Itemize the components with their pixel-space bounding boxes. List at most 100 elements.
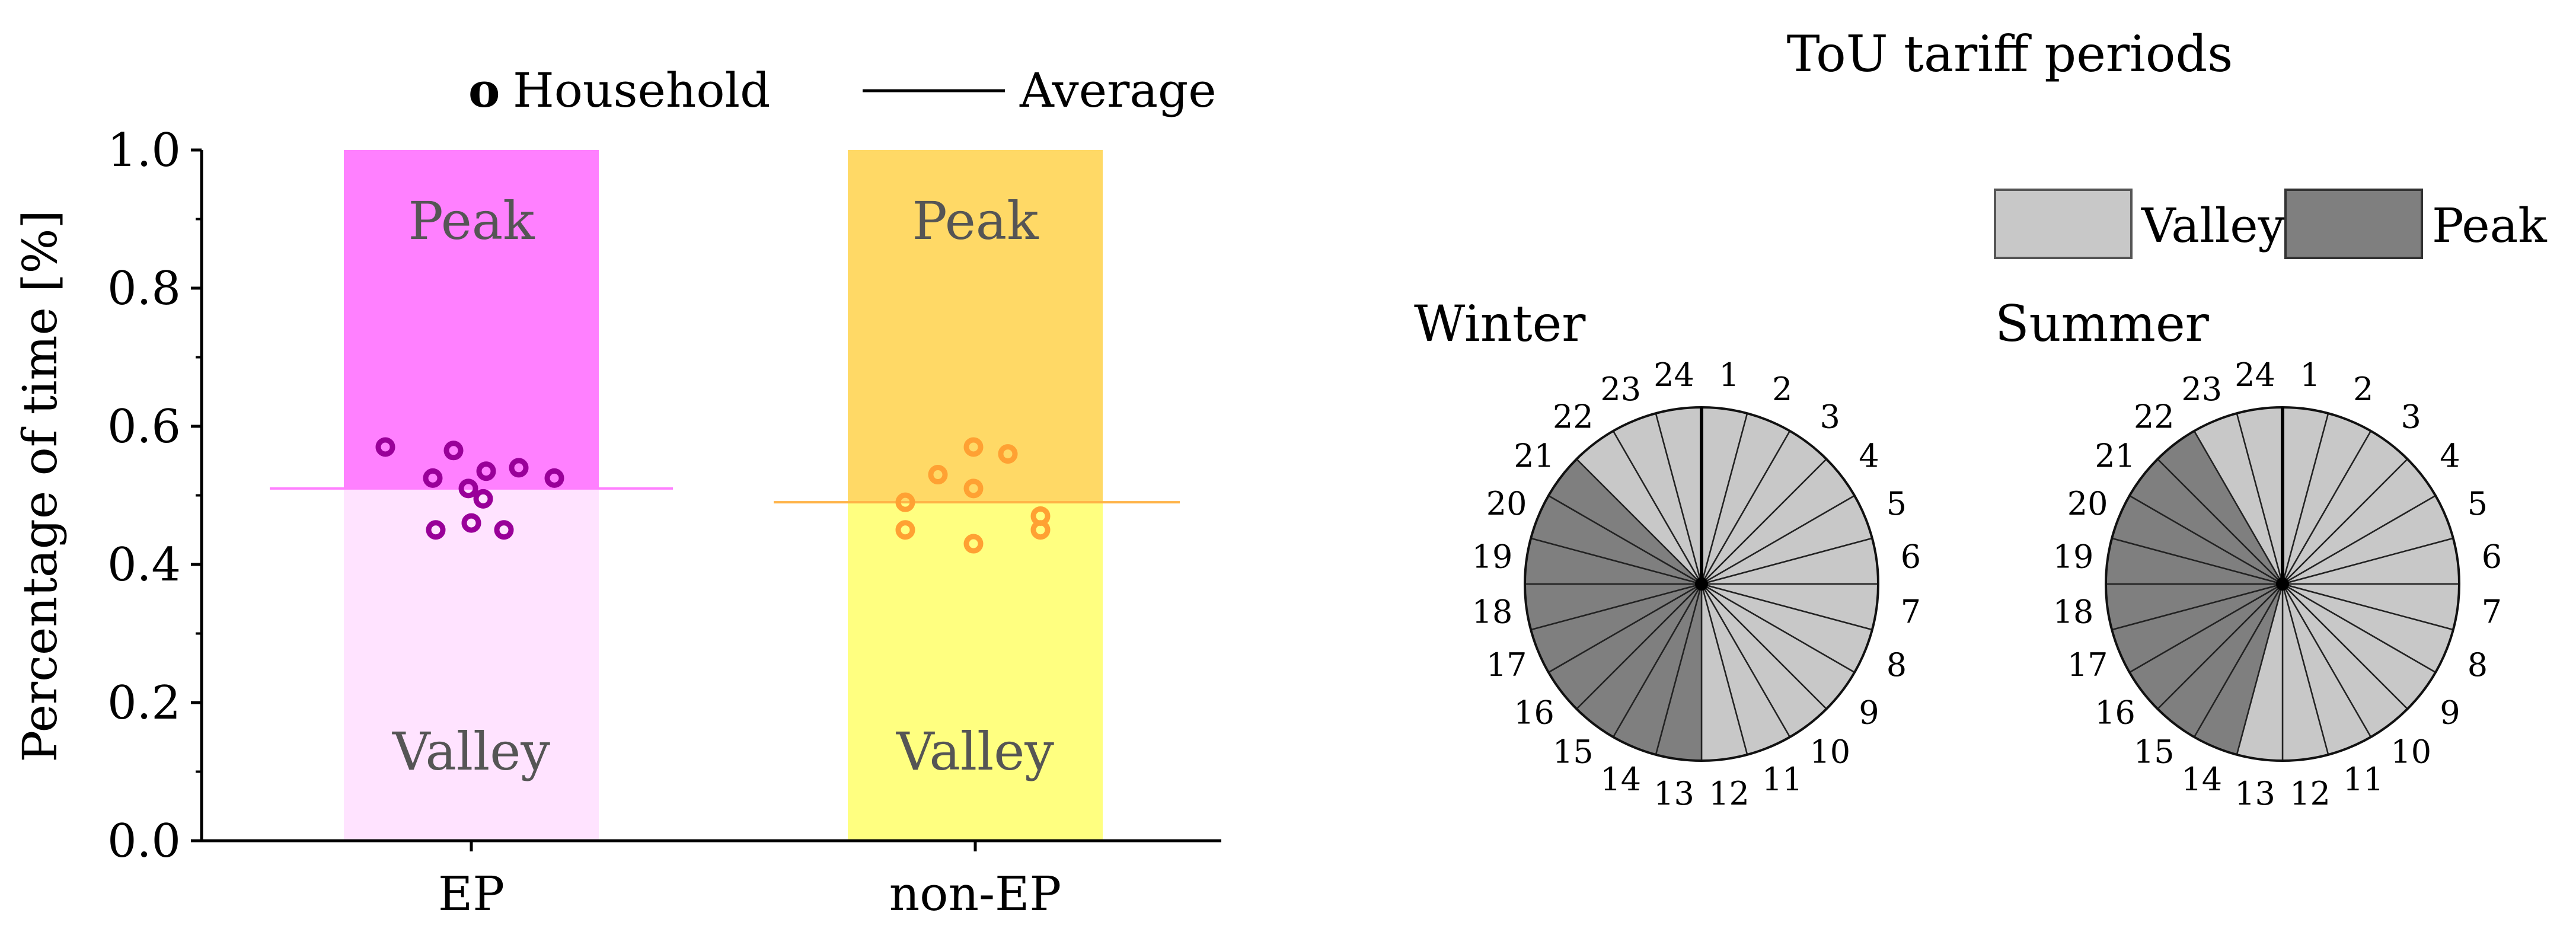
household-point (544, 468, 564, 488)
hour-label: 6 (1901, 538, 1921, 576)
household-point (473, 489, 493, 509)
x-category-label: EP (438, 866, 505, 921)
household-point (461, 513, 481, 533)
bar-valley-label: Valley (896, 721, 1054, 782)
y-axis-label: Percentage of time [%] (12, 210, 68, 762)
household-point (963, 534, 984, 554)
hour-label: 8 (2468, 646, 2488, 684)
hour-label: 18 (2053, 593, 2094, 630)
season-title: Winter (1414, 295, 1586, 353)
hour-label: 17 (1486, 646, 1527, 684)
hour-label: 1 (2300, 356, 2320, 394)
y-tick-label: 0.8 (107, 262, 181, 315)
y-tick-label: 1.0 (107, 124, 181, 177)
household-point (928, 465, 948, 485)
bar-peak-ep (344, 150, 599, 489)
x-category-label: non-EP (889, 866, 1061, 921)
hour-label: 21 (2095, 437, 2136, 474)
hour-label: 11 (1762, 761, 1803, 798)
hour-label: 15 (2134, 733, 2175, 770)
clock-center (1695, 577, 1708, 591)
clock-center (2276, 577, 2289, 591)
household-point (443, 441, 464, 461)
hour-label: 22 (2134, 398, 2175, 436)
hour-label: 13 (2235, 775, 2275, 812)
bar-valley-ep (344, 488, 599, 841)
hour-label: 7 (1901, 593, 1921, 630)
bar-valley-non-ep (848, 502, 1103, 841)
hour-label: 5 (2468, 485, 2488, 522)
bar-valley-label: Valley (392, 721, 550, 782)
household-point (1030, 520, 1051, 540)
household-point (426, 520, 446, 540)
hour-label: 10 (2390, 733, 2431, 770)
legend-label-valley: Valley (2141, 198, 2285, 253)
hour-label: 9 (1859, 694, 1879, 732)
bar-legend: o Household Average (468, 62, 1217, 118)
hour-label: 4 (2440, 437, 2460, 474)
legend-household-label: Household (513, 63, 770, 118)
legend-average-label: Average (1019, 63, 1217, 118)
household-point (895, 520, 915, 540)
hour-label: 3 (2401, 398, 2421, 436)
hour-label: 11 (2343, 761, 2384, 798)
hour-label: 10 (1809, 733, 1850, 770)
hour-label: 14 (2181, 761, 2222, 798)
hour-label: 16 (2095, 694, 2136, 732)
hour-label: 12 (1709, 775, 1750, 812)
hour-label: 5 (1886, 485, 1907, 522)
household-point (963, 437, 984, 457)
legend-label-peak: Peak (2432, 198, 2548, 253)
y-tick-label: 0.6 (107, 400, 181, 454)
hour-label: 20 (2067, 485, 2108, 522)
household-point (423, 468, 443, 488)
hour-label: 18 (1472, 593, 1513, 630)
household-point (998, 444, 1018, 464)
hour-label: 14 (1600, 761, 1641, 798)
hour-label: 12 (2290, 775, 2331, 812)
bar-peak-label: Peak (912, 190, 1039, 251)
household-point (895, 492, 915, 512)
tou-legend: Valley Peak (1994, 189, 2548, 259)
hour-label: 9 (2440, 694, 2460, 732)
hour-label: 8 (1886, 646, 1907, 684)
bar-chart: o Household Average Peak Valley Peak Valley… (12, 62, 1221, 921)
season-title: Summer (1995, 295, 2210, 353)
legend-household-marker: o (468, 62, 500, 118)
hour-label: 24 (2235, 356, 2275, 394)
y-tick-label: 0.4 (107, 538, 181, 592)
hour-label: 23 (2181, 371, 2222, 408)
household-point (375, 437, 395, 457)
hour-label: 6 (2482, 538, 2502, 576)
hour-label: 16 (1514, 694, 1554, 732)
hour-label: 19 (1472, 538, 1513, 576)
hour-label: 22 (1553, 398, 1594, 436)
household-point (509, 458, 529, 478)
household-point (458, 478, 478, 499)
hour-label: 24 (1654, 356, 1694, 394)
hour-label: 7 (2482, 593, 2502, 630)
household-point (476, 461, 496, 481)
household-point (494, 520, 514, 540)
hour-label: 13 (1654, 775, 1694, 812)
tou-title: ToU tariff periods (1787, 25, 2233, 83)
legend-swatch-peak (2284, 189, 2423, 259)
hour-label: 2 (1772, 371, 1792, 408)
hour-label: 15 (1553, 733, 1594, 770)
hour-label: 2 (2353, 371, 2373, 408)
y-tick-label: 0.0 (107, 815, 181, 868)
hour-label: 19 (2053, 538, 2094, 576)
hour-label: 1 (1719, 356, 1739, 394)
bar-peak-label: Peak (408, 190, 535, 251)
household-point (963, 478, 984, 499)
hour-label: 4 (1859, 437, 1879, 474)
plot-area: Peak Valley Peak Valley 0.0 0.2 0.4 0.6 0.8 1.0 EP… (107, 124, 1221, 921)
hour-label: 21 (1514, 437, 1554, 474)
y-tick-label: 0.2 (107, 676, 181, 730)
bar-peak-non-ep (848, 150, 1103, 503)
